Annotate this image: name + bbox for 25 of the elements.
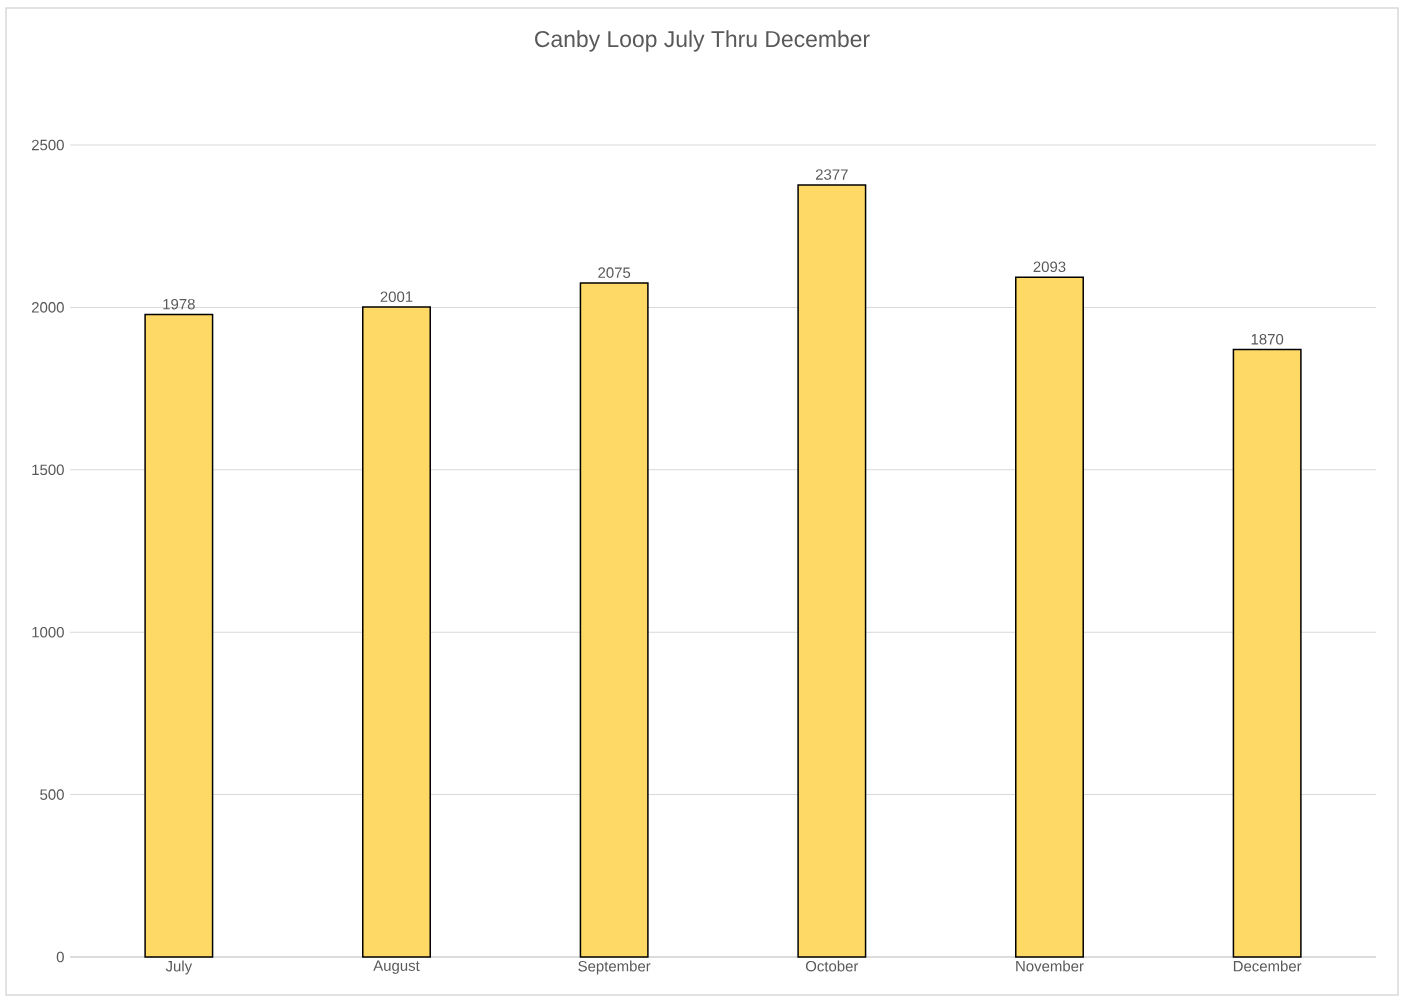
bar [144, 313, 214, 958]
x-tick-label: September [578, 960, 651, 975]
bar [579, 282, 649, 958]
y-tick-label: 2000 [31, 302, 64, 313]
data-label: 2093 [1033, 261, 1066, 273]
bar [797, 184, 867, 958]
x-tick-label: November [1016, 960, 1084, 972]
x-tick-label: August [373, 960, 420, 974]
data-label: 2001 [380, 291, 413, 302]
y-tick-label: 1000 [32, 626, 64, 638]
bar [1015, 276, 1084, 958]
y-tick-label: 500 [40, 789, 64, 800]
bar [1232, 348, 1302, 958]
x-tick-label: December [1233, 960, 1302, 972]
x-tick-label: October [805, 960, 859, 972]
data-label: 2075 [598, 267, 631, 278]
y-tick-label: 1500 [32, 464, 64, 476]
data-label: 1870 [1251, 333, 1284, 345]
data-label: 1978 [163, 298, 195, 310]
x-tick-label: July [165, 960, 193, 975]
y-tick-label: 0 [56, 951, 64, 963]
y-tick-label: 2500 [31, 139, 64, 151]
chart-title: Canby Loop July Thru December [535, 30, 870, 52]
data-label: 2377 [815, 169, 848, 180]
bar [362, 306, 431, 958]
